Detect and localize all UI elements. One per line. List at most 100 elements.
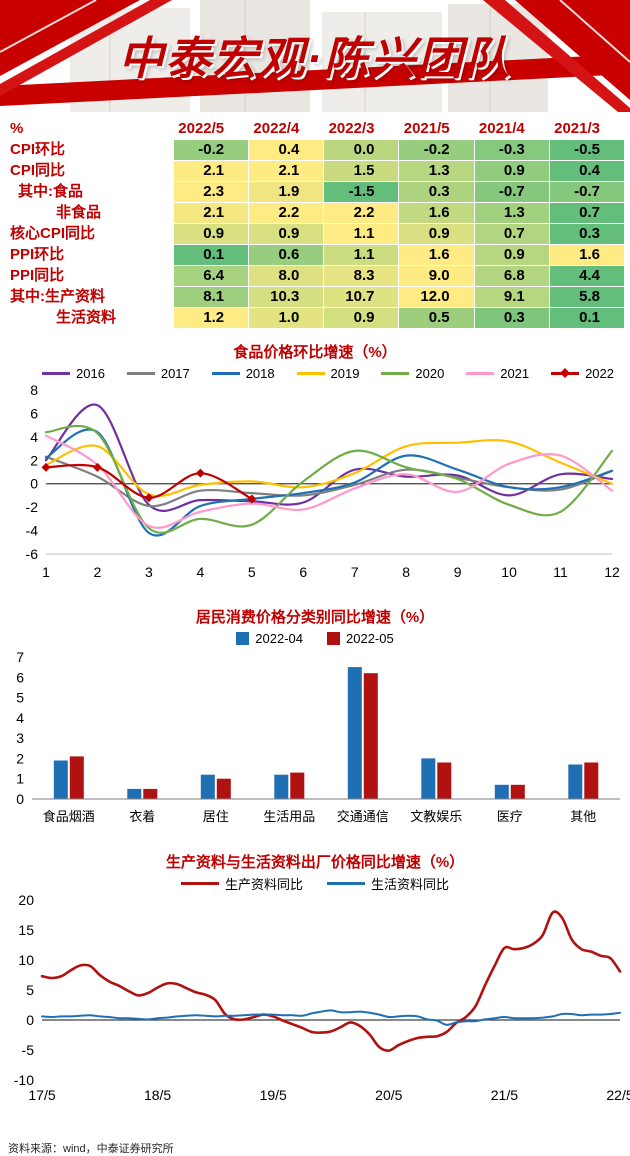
table-value-cell: 4.4 — [548, 265, 626, 287]
legend-swatch-icon — [236, 631, 250, 645]
diamond-marker-icon — [560, 368, 571, 378]
table-value-cell: 0.9 — [398, 223, 475, 245]
y-tick-label: 7 — [16, 649, 24, 665]
table-value-cell: 10.3 — [248, 286, 325, 308]
table-value-cell: 10.7 — [323, 286, 400, 308]
table-value-cell: 1.6 — [548, 244, 626, 266]
x-tick-label: 20/5 — [375, 1087, 402, 1103]
y-tick-label: -6 — [26, 546, 39, 562]
cpi-ppi-table: % 2022/5 2022/4 2022/3 2021/5 2021/4 2021/3 CP… — [5, 118, 626, 329]
table-value-cell: 0.5 — [398, 307, 475, 329]
legend-item-2018: 2018 — [211, 365, 275, 381]
y-tick-label: 0 — [30, 476, 38, 492]
x-category-label: 食品烟酒 — [43, 809, 95, 824]
banner-accent-line — [0, 0, 97, 53]
legend-item-生产资料同比: 生产资料同比 — [180, 874, 303, 893]
x-category-label: 居住 — [203, 809, 229, 824]
table-row-label: 其中:生产资料 — [5, 286, 174, 308]
table-value-cell: -0.2 — [172, 139, 250, 161]
table-row-label: 其中:食品 — [5, 181, 174, 203]
series-line-生活资料同比 — [41, 1009, 621, 1026]
series-marker-2022 — [247, 494, 257, 504]
table-value-cell: 0.7 — [548, 202, 626, 224]
y-tick-label: -4 — [26, 523, 39, 539]
y-tick-label: 20 — [18, 894, 34, 908]
series-line-2018 — [44, 428, 614, 537]
table-row: 核心CPI同比 0.9 0.9 1.1 0.9 0.7 0.3 — [5, 223, 626, 245]
series-marker-2022 — [195, 468, 205, 478]
table-value-cell: 0.9 — [172, 223, 250, 245]
x-category-label: 其他 — [570, 809, 596, 824]
legend-swatch-icon — [327, 631, 340, 645]
table-row-label: CPI环比 — [5, 139, 174, 161]
bar-2022-05-食品烟酒 — [69, 756, 84, 799]
banner-red-wedge-left — [0, 0, 140, 76]
table-value-cell: 2.1 — [248, 160, 325, 182]
table-value-cell: 0.3 — [398, 181, 475, 203]
table-value-cell: -0.3 — [473, 139, 550, 161]
legend-swatch-icon — [211, 371, 240, 375]
bar-2022-04-生活用品 — [274, 774, 289, 799]
banner-red-band — [0, 54, 630, 106]
bar-2022-05-交通通信 — [363, 673, 378, 799]
table-row: 其中:食品 2.3 1.9 -1.5 0.3 -0.7 -0.7 — [5, 181, 626, 203]
table-value-cell: 0.3 — [473, 307, 550, 329]
legend-swatch-icon — [42, 371, 70, 375]
table-header-row: % 2022/5 2022/4 2022/3 2021/5 2021/4 2021/3 — [5, 118, 626, 140]
x-tick-label: 2 — [94, 564, 102, 580]
legend-label: 2020 — [415, 365, 445, 381]
series-line-2019 — [44, 439, 614, 497]
x-tick-label: 1 — [42, 564, 50, 580]
table-value-cell: 1.3 — [473, 202, 550, 224]
x-tick-label: 7 — [351, 564, 359, 580]
table-row-label: PPI同比 — [5, 265, 174, 287]
table-value-cell: 2.1 — [172, 202, 250, 224]
legend-item-2022: 2022 — [551, 366, 614, 381]
legend-label: 2016 — [76, 365, 105, 381]
price-table-section: % 2022/5 2022/4 2022/3 2021/5 2021/4 2021/3 CP… — [0, 112, 630, 329]
table-col-header: 2022/4 — [248, 118, 325, 140]
table-value-cell: 0.7 — [473, 223, 550, 245]
x-tick-label: 4 — [196, 564, 204, 580]
table-value-cell: 2.2 — [323, 202, 400, 224]
y-tick-label: -10 — [14, 1072, 34, 1088]
y-tick-label: 5 — [26, 982, 34, 998]
legend-item-2020: 2020 — [381, 366, 444, 381]
y-tick-label: 10 — [18, 952, 34, 968]
chart-title-ppi-goods: 生产资料与生活资料出厂价格同比增速（%） — [165, 854, 465, 871]
legend-label: 生活资料同比 — [371, 876, 450, 892]
y-tick-label: -5 — [22, 1042, 35, 1058]
x-tick-label: 18/5 — [144, 1087, 171, 1103]
cpi-category-legend: 2022-04 2022-05 — [0, 627, 630, 649]
chart-title-food-price: 食品价格环比增速（%） — [233, 344, 397, 361]
banner-red-slash-right — [483, 0, 630, 112]
table-col-header: 2021/3 — [548, 118, 626, 140]
series-line-生产资料同比 — [40, 910, 622, 1052]
table-value-cell: 1.6 — [398, 244, 475, 266]
x-tick-label: 10 — [501, 564, 517, 580]
x-tick-label: 12 — [604, 564, 620, 580]
x-category-label: 医疗 — [497, 809, 523, 824]
table-header: % 2022/5 2022/4 2022/3 2021/5 2021/4 2021/3 — [5, 118, 626, 140]
table-value-cell: 0.9 — [473, 160, 550, 182]
table-value-cell: 0.9 — [248, 223, 325, 245]
table-value-cell: 2.1 — [172, 160, 250, 182]
bar-2022-04-衣着 — [127, 788, 142, 799]
banner-title: 中泰宏观·陈兴团队 — [118, 33, 512, 84]
bar-2022-05-居住 — [216, 778, 231, 799]
table-value-cell: -0.7 — [473, 181, 550, 203]
x-tick-label: 6 — [299, 564, 307, 580]
series-line-2016 — [44, 403, 614, 512]
table-value-cell: 8.3 — [323, 265, 400, 287]
legend-label: 2018 — [245, 365, 275, 381]
table-col-header: 2022/5 — [172, 118, 250, 140]
legend-item-2022-04: 2022-04 — [236, 631, 303, 646]
legend-label: 2022-05 — [346, 630, 394, 646]
x-tick-label: 17/5 — [28, 1087, 55, 1103]
banner-red-wedge-right — [515, 0, 630, 100]
table-value-cell: 5.8 — [548, 286, 626, 308]
table-col-header: 2022/3 — [323, 118, 400, 140]
table-body: CPI环比 -0.2 0.4 0.0 -0.2 -0.3 -0.5 CPI同比 2.1 2.1 1.… — [5, 139, 626, 329]
